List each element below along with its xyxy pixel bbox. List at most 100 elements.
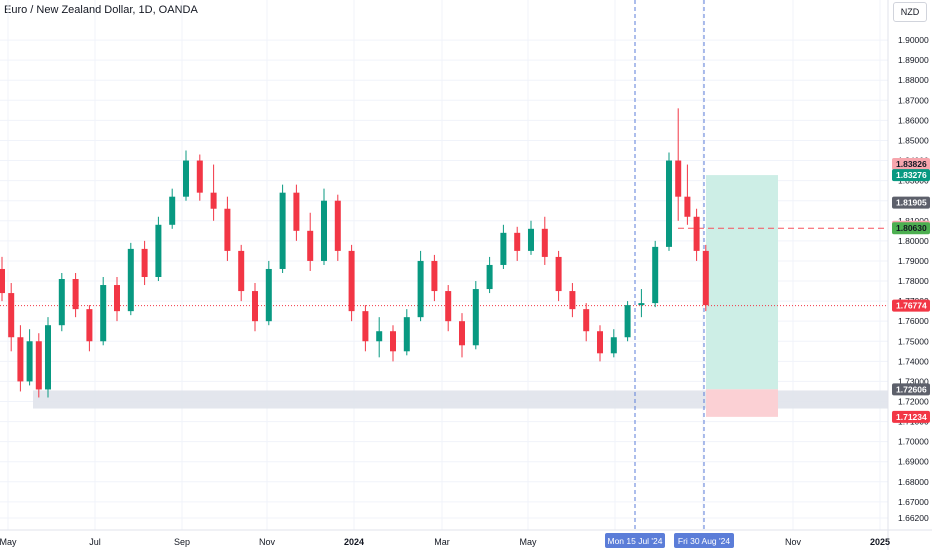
- candle-body: [210, 192, 217, 209]
- candle-body: [72, 279, 79, 310]
- y-tick-label: 1.67000: [898, 497, 929, 507]
- candle-body: [252, 291, 258, 322]
- candle-body: [555, 256, 562, 292]
- price-label-bg: [892, 383, 930, 396]
- y-tick-label: 1.88000: [898, 75, 929, 85]
- date-highlight-label-bg: [605, 533, 665, 548]
- x-tick-label: Nov: [785, 537, 802, 547]
- candle-body: [403, 317, 410, 352]
- y-tick-label: 1.66200: [898, 513, 929, 523]
- candle-body: [583, 309, 590, 332]
- candle-body: [348, 250, 355, 312]
- candle-body: [58, 279, 65, 326]
- candle-body: [459, 321, 465, 346]
- price-label: 1.81905: [896, 198, 927, 208]
- y-tick-label: 1.76000: [898, 316, 929, 326]
- y-tick-label: 1.87000: [898, 95, 929, 105]
- candle-body: [127, 248, 134, 312]
- candle-body: [293, 192, 300, 231]
- candle-body: [702, 250, 709, 306]
- candle-body: [224, 208, 231, 251]
- y-tick-label: 1.73000: [898, 376, 929, 386]
- y-tick-label: 1.80000: [898, 236, 929, 246]
- price-label-bg: [892, 299, 930, 312]
- x-tick-label: May: [519, 537, 537, 547]
- candle-body: [693, 216, 700, 251]
- price-label-bg: [892, 410, 930, 423]
- candle-body: [26, 341, 33, 382]
- price-label: 1.83276: [896, 170, 927, 180]
- candle-body: [638, 303, 645, 306]
- candle-body: [610, 337, 617, 354]
- price-axis-bg: [888, 22, 932, 530]
- y-tick-label: 1.78000: [898, 276, 929, 286]
- candle-body: [334, 200, 341, 251]
- candle-body: [675, 160, 682, 197]
- candle-body: [528, 228, 534, 251]
- candle-body: [569, 291, 576, 310]
- y-tick-label: 1.74000: [898, 356, 929, 366]
- position-stop-zone: [706, 389, 778, 417]
- y-tick-label: 1.89000: [898, 55, 929, 65]
- candle-body: [624, 305, 631, 338]
- x-tick-label: Nov: [259, 537, 276, 547]
- x-tick-label: Jul: [89, 537, 101, 547]
- date-highlight-label-bg: [674, 533, 734, 548]
- candle-body: [307, 230, 314, 261]
- candle-body: [8, 293, 15, 338]
- price-label: 1.80630: [896, 223, 927, 233]
- candle-body: [169, 196, 176, 225]
- price-label: 1.71234: [896, 412, 927, 422]
- candle-body: [279, 192, 286, 269]
- candle-body: [35, 341, 42, 390]
- candle-body: [100, 285, 107, 342]
- candle-body: [652, 246, 659, 304]
- candle-body: [472, 289, 479, 346]
- y-tick-label: 1.79000: [898, 256, 929, 266]
- x-tick-label: Sep: [174, 537, 190, 547]
- currency-button[interactable]: NZD: [893, 2, 927, 22]
- support-zone: [33, 390, 888, 409]
- price-label: 1.83826: [896, 159, 927, 169]
- candle-body: [390, 331, 396, 352]
- candle-body: [114, 285, 120, 312]
- candle-body: [362, 311, 369, 342]
- candle-body: [417, 260, 424, 318]
- candle-body: [321, 200, 327, 261]
- x-tick-label: May: [0, 537, 17, 547]
- candle-body: [445, 291, 452, 322]
- price-label-bg: [892, 158, 930, 171]
- candle-body: [196, 160, 203, 193]
- candle-body: [265, 268, 272, 322]
- price-label-bg: [892, 196, 930, 209]
- candle-body: [431, 260, 438, 292]
- y-tick-label: 1.69000: [898, 457, 929, 467]
- x-tick-label: Mar: [434, 537, 450, 547]
- y-tick-label: 1.68000: [898, 477, 929, 487]
- date-highlight-label: Fri 30 Aug '24: [678, 536, 730, 546]
- candle-body: [141, 248, 148, 278]
- date-highlight-label: Mon 15 Jul '24: [607, 536, 662, 546]
- candle-body: [45, 325, 51, 390]
- candle-body: [486, 264, 493, 290]
- price-label-bg: [892, 222, 930, 235]
- price-label: 1.72606: [896, 384, 927, 394]
- candle-body: [541, 228, 548, 257]
- candle-body: [514, 232, 521, 251]
- chart-title: Euro / New Zealand Dollar, 1D, OANDA: [4, 4, 198, 16]
- y-tick-label: 1.70000: [898, 437, 929, 447]
- y-tick-label: 1.75000: [898, 336, 929, 346]
- candle-body: [238, 250, 245, 292]
- price-label: 1.76774: [896, 301, 927, 311]
- y-tick-label: 1.72000: [898, 396, 929, 406]
- y-tick-label: 1.90000: [898, 35, 929, 45]
- candle-body: [0, 268, 5, 294]
- candle-body: [597, 331, 603, 354]
- y-tick-label: 1.86000: [898, 115, 929, 125]
- candle-body: [183, 160, 189, 197]
- candle-body: [666, 160, 672, 247]
- x-tick-label: 2025: [870, 537, 890, 547]
- price-label-bg: [892, 169, 930, 182]
